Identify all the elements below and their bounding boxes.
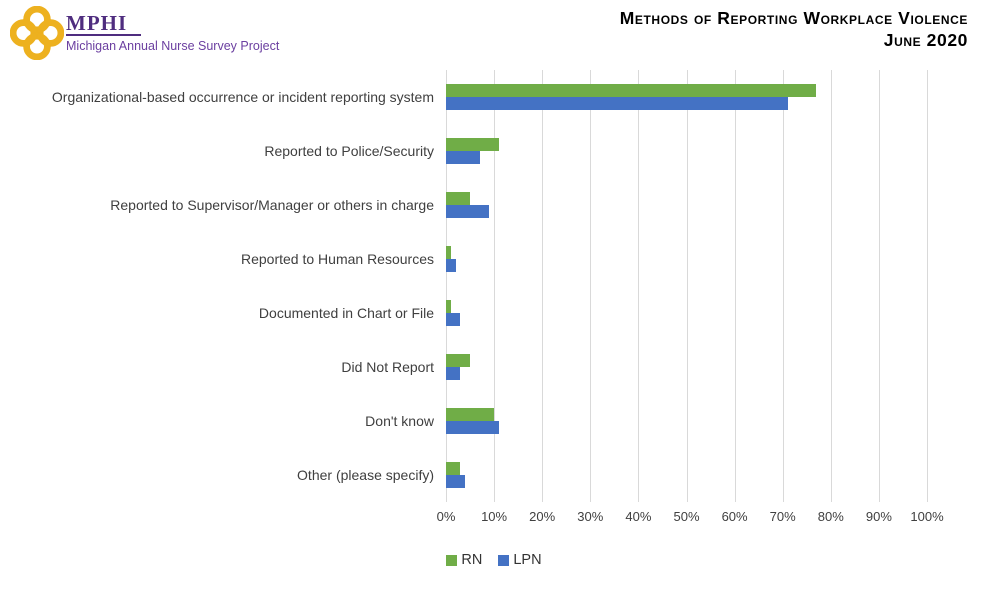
bar-rn bbox=[446, 138, 499, 151]
gridline bbox=[494, 70, 496, 502]
bar-lpn bbox=[446, 151, 480, 164]
logo-text: MPHI Michigan Annual Nurse Survey Projec… bbox=[66, 6, 279, 53]
category-label: Reported to Human Resources bbox=[20, 232, 434, 286]
bar-row bbox=[446, 178, 927, 232]
category-label: Did Not Report bbox=[20, 340, 434, 394]
category-label-text: Organizational-based occurrence or incid… bbox=[51, 88, 434, 105]
x-axis-tick-label: 40% bbox=[625, 509, 652, 524]
x-axis-tick-label: 60% bbox=[721, 509, 748, 524]
bar-row bbox=[446, 286, 927, 340]
bar-lpn bbox=[446, 421, 499, 434]
gridline bbox=[686, 70, 688, 502]
x-axis-tick-label: 90% bbox=[865, 509, 892, 524]
x-axis-tick-label: 10% bbox=[481, 509, 508, 524]
gridline bbox=[830, 70, 832, 502]
category-label-text: Reported to Police/Security bbox=[264, 142, 434, 159]
bar-rn bbox=[446, 192, 471, 205]
mphi-knot-icon bbox=[10, 6, 64, 60]
bar-rn bbox=[446, 246, 451, 259]
bar-row bbox=[446, 448, 927, 502]
bar-lpn bbox=[446, 259, 456, 272]
title-line-1: Methods of Reporting Workplace Violence bbox=[619, 8, 968, 28]
category-label-text: Other (please specify) bbox=[297, 466, 434, 483]
legend-label-lpn: LPN bbox=[513, 552, 542, 568]
gridline bbox=[590, 70, 592, 502]
category-label: Don't know bbox=[20, 394, 434, 448]
gridline bbox=[878, 70, 880, 502]
bar-lpn bbox=[446, 367, 461, 380]
category-label-text: Documented in Chart or File bbox=[258, 304, 434, 321]
page-title: Methods of Reporting Workplace Violence … bbox=[620, 8, 968, 52]
x-axis-tick-label: 20% bbox=[529, 509, 556, 524]
mphi-logo: MPHI Michigan Annual Nurse Survey Projec… bbox=[10, 6, 279, 60]
legend-swatch-rn bbox=[446, 554, 458, 566]
bar-lpn bbox=[446, 205, 490, 218]
category-label-text: Don't know bbox=[365, 412, 434, 429]
logo-subtitle: Michigan Annual Nurse Survey Project bbox=[66, 39, 280, 54]
gridline bbox=[927, 70, 928, 502]
bar-lpn bbox=[446, 97, 788, 110]
x-axis-tick-label: 30% bbox=[577, 509, 604, 524]
gridline bbox=[446, 70, 447, 502]
bar-rn bbox=[446, 84, 817, 97]
category-label-text: Reported to Human Resources bbox=[241, 250, 434, 267]
category-label-text: Reported to Supervisor/Manager or others… bbox=[110, 196, 434, 213]
bar-lpn bbox=[446, 475, 466, 488]
legend-item-lpn: LPN bbox=[498, 552, 542, 568]
legend-label-rn: RN bbox=[461, 552, 483, 568]
gridline bbox=[542, 70, 544, 502]
category-label: Reported to Supervisor/Manager or others… bbox=[20, 178, 434, 232]
category-label: Other (please specify) bbox=[20, 448, 434, 502]
bar-rn bbox=[446, 354, 471, 367]
category-label-text: Did Not Report bbox=[341, 358, 434, 375]
bar-row bbox=[446, 70, 927, 124]
title-line-2: June 2020 bbox=[883, 29, 968, 50]
chart-legend: RN LPN bbox=[0, 552, 988, 568]
legend-item-rn: RN bbox=[446, 552, 482, 568]
category-label: Documented in Chart or File bbox=[20, 286, 434, 340]
logo-acronym: MPHI bbox=[66, 12, 142, 37]
x-axis-tick-label: 100% bbox=[910, 509, 944, 524]
x-axis-tick-label: 70% bbox=[769, 509, 796, 524]
bar-rn bbox=[446, 462, 461, 475]
gridline bbox=[734, 70, 736, 502]
x-axis-tick-label: 0% bbox=[436, 509, 456, 524]
bar-rn bbox=[446, 408, 495, 421]
bar-row bbox=[446, 340, 927, 394]
gridline bbox=[782, 70, 784, 502]
bar-rn bbox=[446, 300, 451, 313]
bar-row bbox=[446, 394, 927, 448]
x-axis-tick-label: 50% bbox=[673, 509, 700, 524]
category-label: Reported to Police/Security bbox=[20, 124, 434, 178]
gridline bbox=[638, 70, 640, 502]
x-axis-tick-label: 80% bbox=[817, 509, 844, 524]
legend-swatch-lpn bbox=[498, 554, 510, 566]
category-label: Organizational-based occurrence or incid… bbox=[20, 70, 434, 124]
bar-row bbox=[446, 232, 927, 286]
bar-row bbox=[446, 124, 927, 178]
bar-lpn bbox=[446, 313, 461, 326]
